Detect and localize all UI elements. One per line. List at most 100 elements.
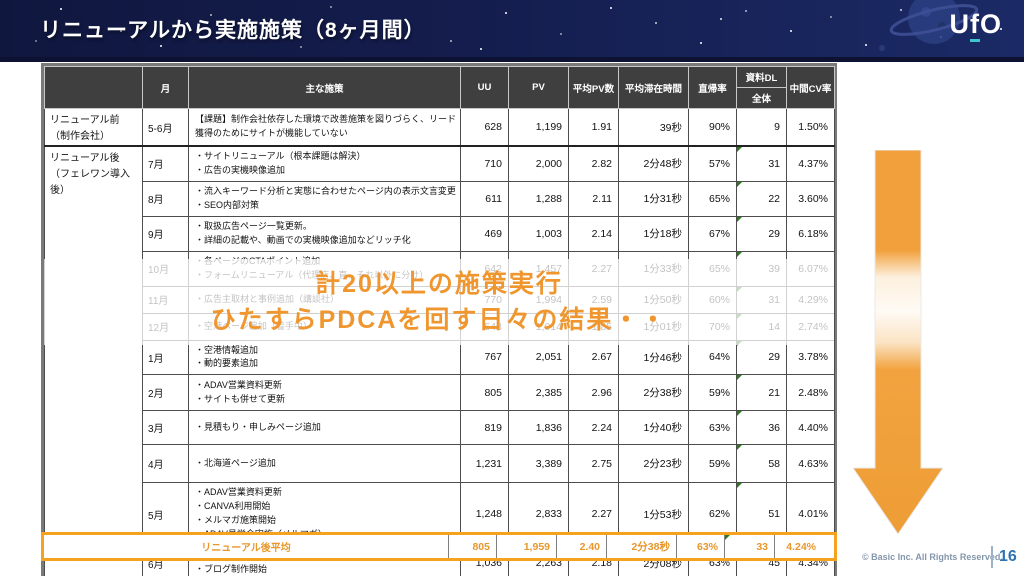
header-cv-rate: 中間CV率 (786, 66, 835, 109)
table-header-row: 月 主な施策 UU PV 平均PV数 平均滞在時間 直帰率 資料DL 中間CV率 (44, 66, 835, 109)
company-logo: UfO (949, 9, 1002, 42)
cell-dl: 29 (736, 339, 787, 376)
table-header-subrow: 全体 (45, 87, 835, 109)
cell-pv: 1,836 (508, 410, 569, 446)
cell-avg-pv: 2.24 (568, 410, 619, 446)
cell-pv: 1,199 (508, 108, 569, 147)
cell-stay: 39秒 (618, 108, 689, 147)
table-row: 2月 ・ADAV営業資料更新 ・サイトも併せて更新 805 2,385 2.96… (45, 374, 835, 412)
cell-avg-pv: 2.75 (568, 444, 619, 484)
page-number-divider (991, 546, 993, 568)
header-category (44, 66, 143, 109)
cell-measures: ・サイトリニューアル（根本課題は解決） ・広告の実機映像追加 (188, 144, 461, 182)
cell-cv: 4.37% (786, 144, 835, 182)
cell-month: 1月 (142, 339, 189, 376)
cell-dl: 9 (736, 108, 787, 147)
header-measures: 主な施策 (188, 66, 461, 109)
cell-uu: 805 (460, 374, 509, 412)
cell-dl-value: 29 (768, 227, 780, 240)
cell-month: 2月 (142, 374, 189, 412)
cell-pv: 2,051 (508, 339, 569, 376)
table-row: 3月 ・見積もり・申しみページ追加 819 1,836 2.24 1分40秒 6… (45, 410, 835, 446)
cell-cv: 3.60% (786, 180, 835, 217)
cell-stay: 1分46秒 (618, 339, 689, 376)
logo-letter: O (979, 9, 1002, 39)
cell-cv: 2.48% (786, 374, 835, 412)
cell-dl-value: 58 (768, 457, 780, 470)
cell-dl: 36 (736, 410, 787, 446)
header-dl-group: 資料DL (736, 66, 787, 88)
page-title: リニューアルから実施施策（8ヶ月間） (40, 19, 426, 42)
cell-month: 5-6月 (142, 108, 189, 147)
cell-dl: 31 (736, 144, 787, 182)
cell-measures: ・ADAV営業資料更新 ・サイトも併せて更新 (188, 374, 461, 412)
header-stay-time: 平均滞在時間 (618, 66, 689, 109)
copyright-text: © Basic Inc. All Rights Reserved. (862, 552, 1003, 562)
cell-avg-pv: 2.96 (568, 374, 619, 412)
cell-uu: 628 (460, 108, 509, 147)
average-stay: 2分38秒 (606, 535, 676, 558)
saturn-planet-icon (879, 0, 979, 51)
average-dl-value: 33 (756, 540, 768, 553)
cell-dl: 58 (736, 444, 787, 484)
cell-cv: 1.50% (786, 108, 835, 147)
cell-stay: 2分48秒 (618, 144, 689, 182)
down-arrow-icon (853, 150, 943, 535)
cell-measures: ・空港情報追加 ・動的要素追加 (188, 339, 461, 376)
table-row: 4月 ・北海道ページ追加 1,231 3,389 2.75 2分23秒 59% … (45, 444, 835, 484)
cell-avg-pv: 2.14 (568, 215, 619, 252)
average-dl: 33 (724, 535, 774, 558)
cell-dl-value: 22 (768, 192, 780, 205)
cell-stay: 2分38秒 (618, 374, 689, 412)
cell-measures: ・見積もり・申しみページ追加 (188, 410, 461, 446)
cell-dl-value: 51 (768, 508, 780, 521)
cell-measures: ・北海道ページ追加 (188, 444, 461, 484)
cell-bounce: 64% (688, 339, 737, 376)
cell-stay: 2分23秒 (618, 444, 689, 484)
cell-stay: 1分18秒 (618, 215, 689, 252)
cell-dl: 21 (736, 374, 787, 412)
average-cv: 4.24% (774, 535, 822, 558)
cell-bounce: 59% (688, 374, 737, 412)
cell-measures: ・流入キーワード分析と実態に合わせたページ内の表示文言変更 ・SEO内部対策 (188, 180, 461, 217)
group-label-pre-renewal: リニューアル前 （制作会社） (44, 108, 143, 147)
cell-bounce: 65% (688, 180, 737, 217)
cell-month: 9月 (142, 215, 189, 252)
average-label: リニューアル後平均 (201, 543, 291, 554)
cell-comment-marker-icon (737, 182, 742, 187)
cell-dl-value: 29 (768, 351, 780, 364)
average-row: リニューアル後平均 805 1,959 2.40 2分38秒 63% 33 4.… (41, 532, 837, 561)
cell-month: 7月 (142, 144, 189, 182)
table-row-faded: 1月 ・空港情報追加 ・動的要素追加 767 2,051 2.67 1分46秒 … (45, 339, 835, 376)
cell-avg-pv: 2.67 (568, 339, 619, 376)
group-label-post-renewal: リニューアル後 （フェレワン導入後） (44, 145, 143, 576)
metrics-table: 月 主な施策 UU PV 平均PV数 平均滞在時間 直帰率 資料DL 中間CV率… (44, 66, 835, 576)
header-dl-total: 全体 (736, 87, 787, 109)
cell-pv: 2,385 (508, 374, 569, 412)
cell-avg-pv: 2.11 (568, 180, 619, 217)
cell-cv: 4.63% (786, 444, 835, 484)
cell-bounce: 90% (688, 108, 737, 147)
cell-avg-pv: 2.82 (568, 144, 619, 182)
callout-overlay: 計20以上の施策実行 ひたすらPDCAを回す日々の結果・・ (44, 259, 834, 345)
cell-dl-value: 45 (768, 557, 780, 570)
cell-stay: 1分31秒 (618, 180, 689, 217)
logo-letter: U (949, 9, 970, 39)
average-uu: 805 (448, 535, 496, 558)
cell-month: 8月 (142, 180, 189, 217)
cell-pv: 3,389 (508, 444, 569, 484)
cell-pv: 1,003 (508, 215, 569, 252)
cell-measures: ・取扱広告ページ一覧更新。 ・詳細の記載や、動画での実機映像追加などリッチ化 (188, 215, 461, 252)
cell-stay: 1分40秒 (618, 410, 689, 446)
table-row: リニューアル前 （制作会社） 5-6月 【課題】制作会社依存した環境で改善施策を… (44, 108, 835, 147)
cell-comment-marker-icon (737, 252, 742, 257)
cell-cv: 3.78% (786, 339, 835, 376)
cell-comment-marker-icon (737, 375, 742, 381)
cell-comment-marker-icon (737, 217, 742, 222)
cell-dl: 29 (736, 215, 787, 252)
callout-line-2: ひたすらPDCAを回す日々の結果・・ (210, 306, 668, 334)
average-pv: 1,959 (496, 535, 556, 558)
table-row: 8月 ・流入キーワード分析と実態に合わせたページ内の表示文言変更 ・SEO内部対… (45, 180, 835, 217)
cell-bounce: 67% (688, 215, 737, 252)
